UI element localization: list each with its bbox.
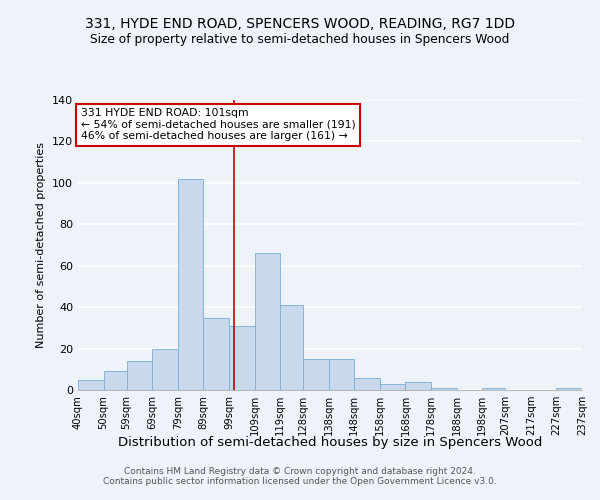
Bar xyxy=(254,254,280,390)
Text: Size of property relative to semi-detached houses in Spencers Wood: Size of property relative to semi-detach… xyxy=(91,32,509,46)
Bar xyxy=(556,388,582,390)
Bar xyxy=(152,348,178,390)
Bar xyxy=(355,378,380,390)
Bar xyxy=(78,380,104,390)
Bar xyxy=(431,388,457,390)
Text: 331, HYDE END ROAD, SPENCERS WOOD, READING, RG7 1DD: 331, HYDE END ROAD, SPENCERS WOOD, READI… xyxy=(85,18,515,32)
Bar xyxy=(303,359,329,390)
Bar xyxy=(380,384,406,390)
Bar xyxy=(178,178,203,390)
Bar xyxy=(229,326,254,390)
Bar xyxy=(482,388,505,390)
Bar xyxy=(104,372,127,390)
Bar xyxy=(406,382,431,390)
Bar xyxy=(280,305,303,390)
Bar xyxy=(127,361,152,390)
Bar xyxy=(203,318,229,390)
Text: Contains HM Land Registry data © Crown copyright and database right 2024.: Contains HM Land Registry data © Crown c… xyxy=(124,467,476,476)
Text: Distribution of semi-detached houses by size in Spencers Wood: Distribution of semi-detached houses by … xyxy=(118,436,542,449)
Text: 331 HYDE END ROAD: 101sqm
← 54% of semi-detached houses are smaller (191)
46% of: 331 HYDE END ROAD: 101sqm ← 54% of semi-… xyxy=(80,108,355,142)
Y-axis label: Number of semi-detached properties: Number of semi-detached properties xyxy=(37,142,46,348)
Text: Contains public sector information licensed under the Open Government Licence v3: Contains public sector information licen… xyxy=(103,477,497,486)
Bar xyxy=(329,359,355,390)
